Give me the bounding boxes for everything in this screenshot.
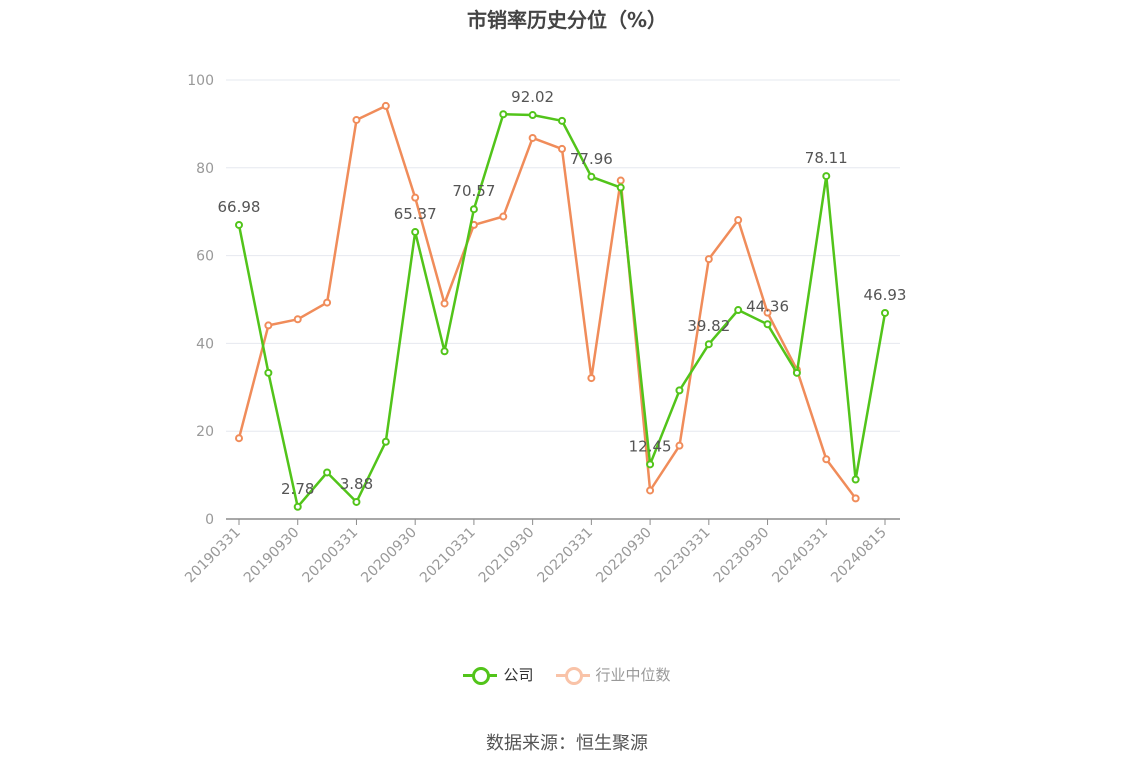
data-point xyxy=(558,116,566,125)
data-point xyxy=(293,315,302,324)
data-label: 2.78 xyxy=(281,480,314,498)
legend-item-industry-median[interactable]: 行业中位数 xyxy=(555,664,671,685)
data-point xyxy=(851,494,860,503)
legend-item-company[interactable]: 公司 xyxy=(463,664,534,685)
data-point xyxy=(822,455,831,464)
x-tick-label: 20190331 xyxy=(182,525,244,587)
series-line xyxy=(237,104,857,500)
legend-swatch-company xyxy=(463,666,498,685)
x-tick-label: 20220930 xyxy=(593,525,655,587)
legend: 公司 行业中位数 xyxy=(0,664,1134,685)
data-point xyxy=(616,176,625,185)
data-point xyxy=(440,299,449,308)
data-label: 65.37 xyxy=(394,205,437,223)
data-source: 数据来源：恒生聚源 xyxy=(486,733,648,754)
data-label: 12.45 xyxy=(629,437,672,455)
data-point xyxy=(323,298,332,307)
data-point xyxy=(792,368,801,377)
data-point xyxy=(381,101,390,110)
data-label: 92.02 xyxy=(511,88,554,106)
data-label: 46.93 xyxy=(864,286,907,304)
data-point xyxy=(264,321,273,330)
data-point xyxy=(675,386,684,395)
data-point xyxy=(528,133,537,142)
data-label: 77.96 xyxy=(570,150,613,168)
x-tick-label: 20210930 xyxy=(476,525,538,587)
data-point xyxy=(411,193,420,202)
data-point xyxy=(587,172,596,181)
x-tick-label: 20240331 xyxy=(769,525,831,587)
data-point xyxy=(646,460,655,469)
data-point xyxy=(293,502,302,511)
data-point xyxy=(499,110,508,119)
legend-label-company: 公司 xyxy=(503,666,534,684)
data-point xyxy=(323,468,332,477)
data-point xyxy=(264,368,273,377)
data-point xyxy=(235,220,243,229)
data-label: 44.36 xyxy=(746,297,789,315)
x-tick-label: 20240815 xyxy=(828,525,890,587)
data-point xyxy=(646,486,655,495)
y-tick-label: 0 xyxy=(205,512,214,528)
data-point xyxy=(881,308,889,317)
data-point xyxy=(440,347,449,356)
y-tick-label: 20 xyxy=(196,424,214,440)
data-point xyxy=(851,475,860,484)
data-point xyxy=(763,320,772,329)
x-tick-label: 20200930 xyxy=(358,525,420,587)
data-labels: 66.98 2.78 3.88 65.37 70.57 92.02 77.96 12.45 39… xyxy=(218,88,907,498)
x-tick-label: 20210331 xyxy=(417,525,479,587)
y-tick-label: 80 xyxy=(196,161,214,177)
x-tick-label: 20200331 xyxy=(300,525,362,587)
data-point xyxy=(469,205,478,214)
data-point xyxy=(734,216,743,225)
data-point xyxy=(822,172,831,181)
data-point xyxy=(528,111,537,120)
legend-swatch-industry-median xyxy=(555,666,590,685)
data-point xyxy=(352,115,361,124)
data-label: 3.88 xyxy=(340,475,373,493)
chart-title: 市销率历史分位（%） xyxy=(466,8,668,32)
x-tick-label: 20230930 xyxy=(711,525,773,587)
x-tick-label: 20220331 xyxy=(534,525,596,587)
axes: 0 20 40 60 80 100 2019033120190930202003312020… xyxy=(182,73,900,586)
data-label: 78.11 xyxy=(805,149,848,167)
y-tick-label: 60 xyxy=(196,249,214,265)
data-point xyxy=(558,144,566,153)
data-point xyxy=(704,340,713,349)
y-tick-label: 40 xyxy=(196,336,214,352)
x-tick-label: 20230331 xyxy=(652,525,714,587)
data-point xyxy=(675,441,684,450)
data-point xyxy=(499,212,508,221)
data-point xyxy=(587,374,596,383)
y-tick-label: 100 xyxy=(187,73,214,89)
data-point xyxy=(704,255,713,264)
legend-label-industry-median: 行业中位数 xyxy=(595,666,671,684)
series-lines xyxy=(235,101,889,511)
data-point xyxy=(734,306,743,315)
data-point xyxy=(411,228,420,237)
data-point xyxy=(381,437,390,446)
data-label: 70.57 xyxy=(452,182,495,200)
x-tick-label: 20190930 xyxy=(241,525,303,587)
data-point xyxy=(235,434,243,443)
data-point xyxy=(763,308,772,317)
data-label: 39.82 xyxy=(687,317,730,335)
grid-lines xyxy=(226,79,900,432)
data-label: 66.98 xyxy=(218,198,261,216)
data-point xyxy=(352,497,361,506)
data-point xyxy=(616,183,625,192)
